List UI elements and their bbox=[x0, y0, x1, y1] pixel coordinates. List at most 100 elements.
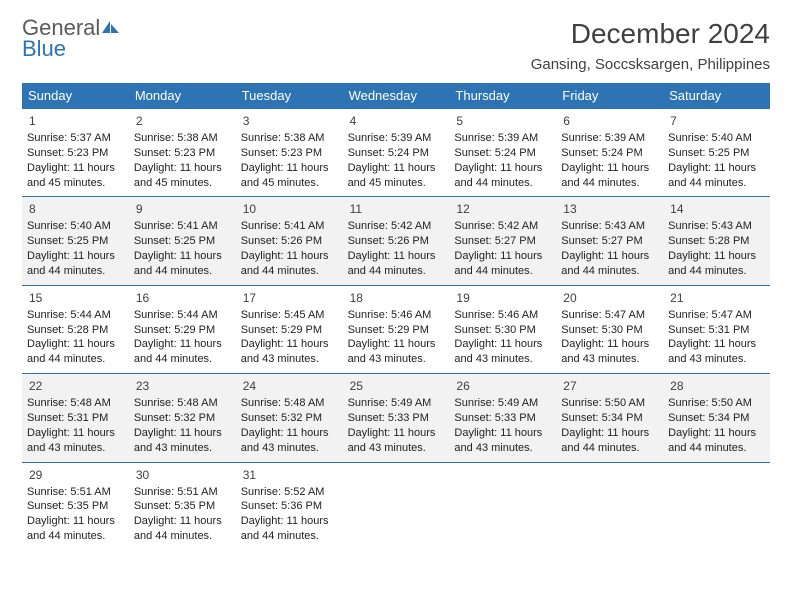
day-number: 16 bbox=[134, 290, 231, 306]
day-header: Tuesday bbox=[236, 83, 343, 108]
day-info: Sunrise: 5:38 AMSunset: 5:23 PMDaylight:… bbox=[134, 131, 231, 190]
day-number: 14 bbox=[668, 201, 765, 217]
day-cell: 31 Sunrise: 5:52 AMSunset: 5:36 PMDayligh… bbox=[236, 462, 343, 550]
day-header: Saturday bbox=[663, 83, 770, 108]
day-info: Sunrise: 5:50 AMSunset: 5:34 PMDaylight:… bbox=[561, 396, 658, 455]
day-info: Sunrise: 5:49 AMSunset: 5:33 PMDaylight:… bbox=[348, 396, 445, 455]
month-title: December 2024 bbox=[531, 18, 770, 50]
day-number: 29 bbox=[27, 467, 124, 483]
day-cell: 29 Sunrise: 5:51 AMSunset: 5:35 PMDayligh… bbox=[22, 462, 129, 550]
day-number: 7 bbox=[668, 113, 765, 129]
day-cell: 20 Sunrise: 5:47 AMSunset: 5:30 PMDayligh… bbox=[556, 285, 663, 373]
day-info: Sunrise: 5:48 AMSunset: 5:32 PMDaylight:… bbox=[241, 396, 338, 455]
logo-sail-icon bbox=[101, 18, 121, 39]
day-number: 26 bbox=[454, 378, 551, 394]
day-header: Thursday bbox=[449, 83, 556, 108]
day-info: Sunrise: 5:46 AMSunset: 5:29 PMDaylight:… bbox=[348, 308, 445, 367]
day-cell: 21Sunrise: 5:47 AMSunset: 5:31 PMDayligh… bbox=[663, 285, 770, 373]
day-number: 5 bbox=[454, 113, 551, 129]
day-number: 9 bbox=[134, 201, 231, 217]
day-number: 20 bbox=[561, 290, 658, 306]
day-number: 31 bbox=[241, 467, 338, 483]
day-cell: 30 Sunrise: 5:51 AMSunset: 5:35 PMDayligh… bbox=[129, 462, 236, 550]
day-number: 24 bbox=[241, 378, 338, 394]
location-text: Gansing, Soccsksargen, Philippines bbox=[531, 56, 770, 73]
day-number: 2 bbox=[134, 113, 231, 129]
day-number: 15 bbox=[27, 290, 124, 306]
day-number: 18 bbox=[348, 290, 445, 306]
day-info: Sunrise: 5:41 AMSunset: 5:25 PMDaylight:… bbox=[134, 219, 231, 278]
day-cell: 2 Sunrise: 5:38 AMSunset: 5:23 PMDaylight… bbox=[129, 108, 236, 196]
day-info: Sunrise: 5:48 AMSunset: 5:32 PMDaylight:… bbox=[134, 396, 231, 455]
page-header: General Blue December 2024 Gansing, Socc… bbox=[22, 18, 770, 73]
day-header: Monday bbox=[129, 83, 236, 108]
day-number: 4 bbox=[348, 113, 445, 129]
day-number: 28 bbox=[668, 378, 765, 394]
day-cell: 23 Sunrise: 5:48 AMSunset: 5:32 PMDayligh… bbox=[129, 373, 236, 461]
title-block: December 2024 Gansing, Soccsksargen, Phi… bbox=[531, 18, 770, 73]
day-cell: 11 Sunrise: 5:42 AMSunset: 5:26 PMDayligh… bbox=[343, 196, 450, 284]
day-number: 11 bbox=[348, 201, 445, 217]
day-number: 12 bbox=[454, 201, 551, 217]
day-number: 13 bbox=[561, 201, 658, 217]
logo-word-2: Blue bbox=[22, 36, 66, 61]
day-cell: 26Sunrise: 5:49 AMSunset: 5:33 PMDayligh… bbox=[449, 373, 556, 461]
day-info: Sunrise: 5:39 AMSunset: 5:24 PMDaylight:… bbox=[561, 131, 658, 190]
day-info: Sunrise: 5:52 AMSunset: 5:36 PMDaylight:… bbox=[241, 485, 338, 544]
day-info: Sunrise: 5:51 AMSunset: 5:35 PMDaylight:… bbox=[27, 485, 124, 544]
day-info: Sunrise: 5:46 AMSunset: 5:30 PMDaylight:… bbox=[454, 308, 551, 367]
day-info: Sunrise: 5:39 AMSunset: 5:24 PMDaylight:… bbox=[454, 131, 551, 190]
day-number: 8 bbox=[27, 201, 124, 217]
day-number: 25 bbox=[348, 378, 445, 394]
day-info: Sunrise: 5:47 AMSunset: 5:30 PMDaylight:… bbox=[561, 308, 658, 367]
logo: General Blue bbox=[22, 18, 121, 60]
day-info: Sunrise: 5:48 AMSunset: 5:31 PMDaylight:… bbox=[27, 396, 124, 455]
day-info: Sunrise: 5:43 AMSunset: 5:28 PMDaylight:… bbox=[668, 219, 765, 278]
calendar-page: General Blue December 2024 Gansing, Socc… bbox=[0, 0, 792, 550]
day-number: 27 bbox=[561, 378, 658, 394]
day-cell: 6 Sunrise: 5:39 AMSunset: 5:24 PMDaylight… bbox=[556, 108, 663, 196]
day-cell: 10 Sunrise: 5:41 AMSunset: 5:26 PMDayligh… bbox=[236, 196, 343, 284]
day-cell: 14 Sunrise: 5:43 AMSunset: 5:28 PMDayligh… bbox=[663, 196, 770, 284]
day-number: 6 bbox=[561, 113, 658, 129]
day-cell: 8 Sunrise: 5:40 AMSunset: 5:25 PMDaylight… bbox=[22, 196, 129, 284]
day-cell bbox=[343, 462, 450, 550]
day-number: 23 bbox=[134, 378, 231, 394]
day-cell: 13Sunrise: 5:43 AMSunset: 5:27 PMDayligh… bbox=[556, 196, 663, 284]
day-number: 19 bbox=[454, 290, 551, 306]
day-cell: 3Sunrise: 5:38 AMSunset: 5:23 PMDaylight… bbox=[236, 108, 343, 196]
day-cell: 16Sunrise: 5:44 AMSunset: 5:29 PMDayligh… bbox=[129, 285, 236, 373]
day-info: Sunrise: 5:42 AMSunset: 5:26 PMDaylight:… bbox=[348, 219, 445, 278]
day-cell: 17Sunrise: 5:45 AMSunset: 5:29 PMDayligh… bbox=[236, 285, 343, 373]
day-cell: 18 Sunrise: 5:46 AMSunset: 5:29 PMDayligh… bbox=[343, 285, 450, 373]
day-cell bbox=[556, 462, 663, 550]
day-info: Sunrise: 5:51 AMSunset: 5:35 PMDaylight:… bbox=[134, 485, 231, 544]
day-cell: 7 Sunrise: 5:40 AMSunset: 5:25 PMDaylight… bbox=[663, 108, 770, 196]
day-info: Sunrise: 5:40 AMSunset: 5:25 PMDaylight:… bbox=[27, 219, 124, 278]
day-info: Sunrise: 5:39 AMSunset: 5:24 PMDaylight:… bbox=[348, 131, 445, 190]
day-cell: 12 Sunrise: 5:42 AMSunset: 5:27 PMDayligh… bbox=[449, 196, 556, 284]
day-number: 10 bbox=[241, 201, 338, 217]
day-cell: 1Sunrise: 5:37 AMSunset: 5:23 PMDaylight… bbox=[22, 108, 129, 196]
day-info: Sunrise: 5:37 AMSunset: 5:23 PMDaylight:… bbox=[27, 131, 124, 190]
day-cell: 24 Sunrise: 5:48 AMSunset: 5:32 PMDayligh… bbox=[236, 373, 343, 461]
day-cell: 22 Sunrise: 5:48 AMSunset: 5:31 PMDayligh… bbox=[22, 373, 129, 461]
day-header: Sunday bbox=[22, 83, 129, 108]
day-info: Sunrise: 5:40 AMSunset: 5:25 PMDaylight:… bbox=[668, 131, 765, 190]
day-cell: 15 Sunrise: 5:44 AMSunset: 5:28 PMDayligh… bbox=[22, 285, 129, 373]
day-info: Sunrise: 5:41 AMSunset: 5:26 PMDaylight:… bbox=[241, 219, 338, 278]
day-info: Sunrise: 5:44 AMSunset: 5:28 PMDaylight:… bbox=[27, 308, 124, 367]
day-cell: 27 Sunrise: 5:50 AMSunset: 5:34 PMDayligh… bbox=[556, 373, 663, 461]
day-cell: 25 Sunrise: 5:49 AMSunset: 5:33 PMDayligh… bbox=[343, 373, 450, 461]
day-number: 3 bbox=[241, 113, 338, 129]
day-info: Sunrise: 5:42 AMSunset: 5:27 PMDaylight:… bbox=[454, 219, 551, 278]
day-info: Sunrise: 5:45 AMSunset: 5:29 PMDaylight:… bbox=[241, 308, 338, 367]
day-header: Friday bbox=[556, 83, 663, 108]
day-info: Sunrise: 5:47 AMSunset: 5:31 PMDaylight:… bbox=[668, 308, 765, 367]
day-info: Sunrise: 5:50 AMSunset: 5:34 PMDaylight:… bbox=[668, 396, 765, 455]
day-cell bbox=[449, 462, 556, 550]
day-cell: 28 Sunrise: 5:50 AMSunset: 5:34 PMDayligh… bbox=[663, 373, 770, 461]
day-header: Wednesday bbox=[343, 83, 450, 108]
day-number: 30 bbox=[134, 467, 231, 483]
day-number: 22 bbox=[27, 378, 124, 394]
